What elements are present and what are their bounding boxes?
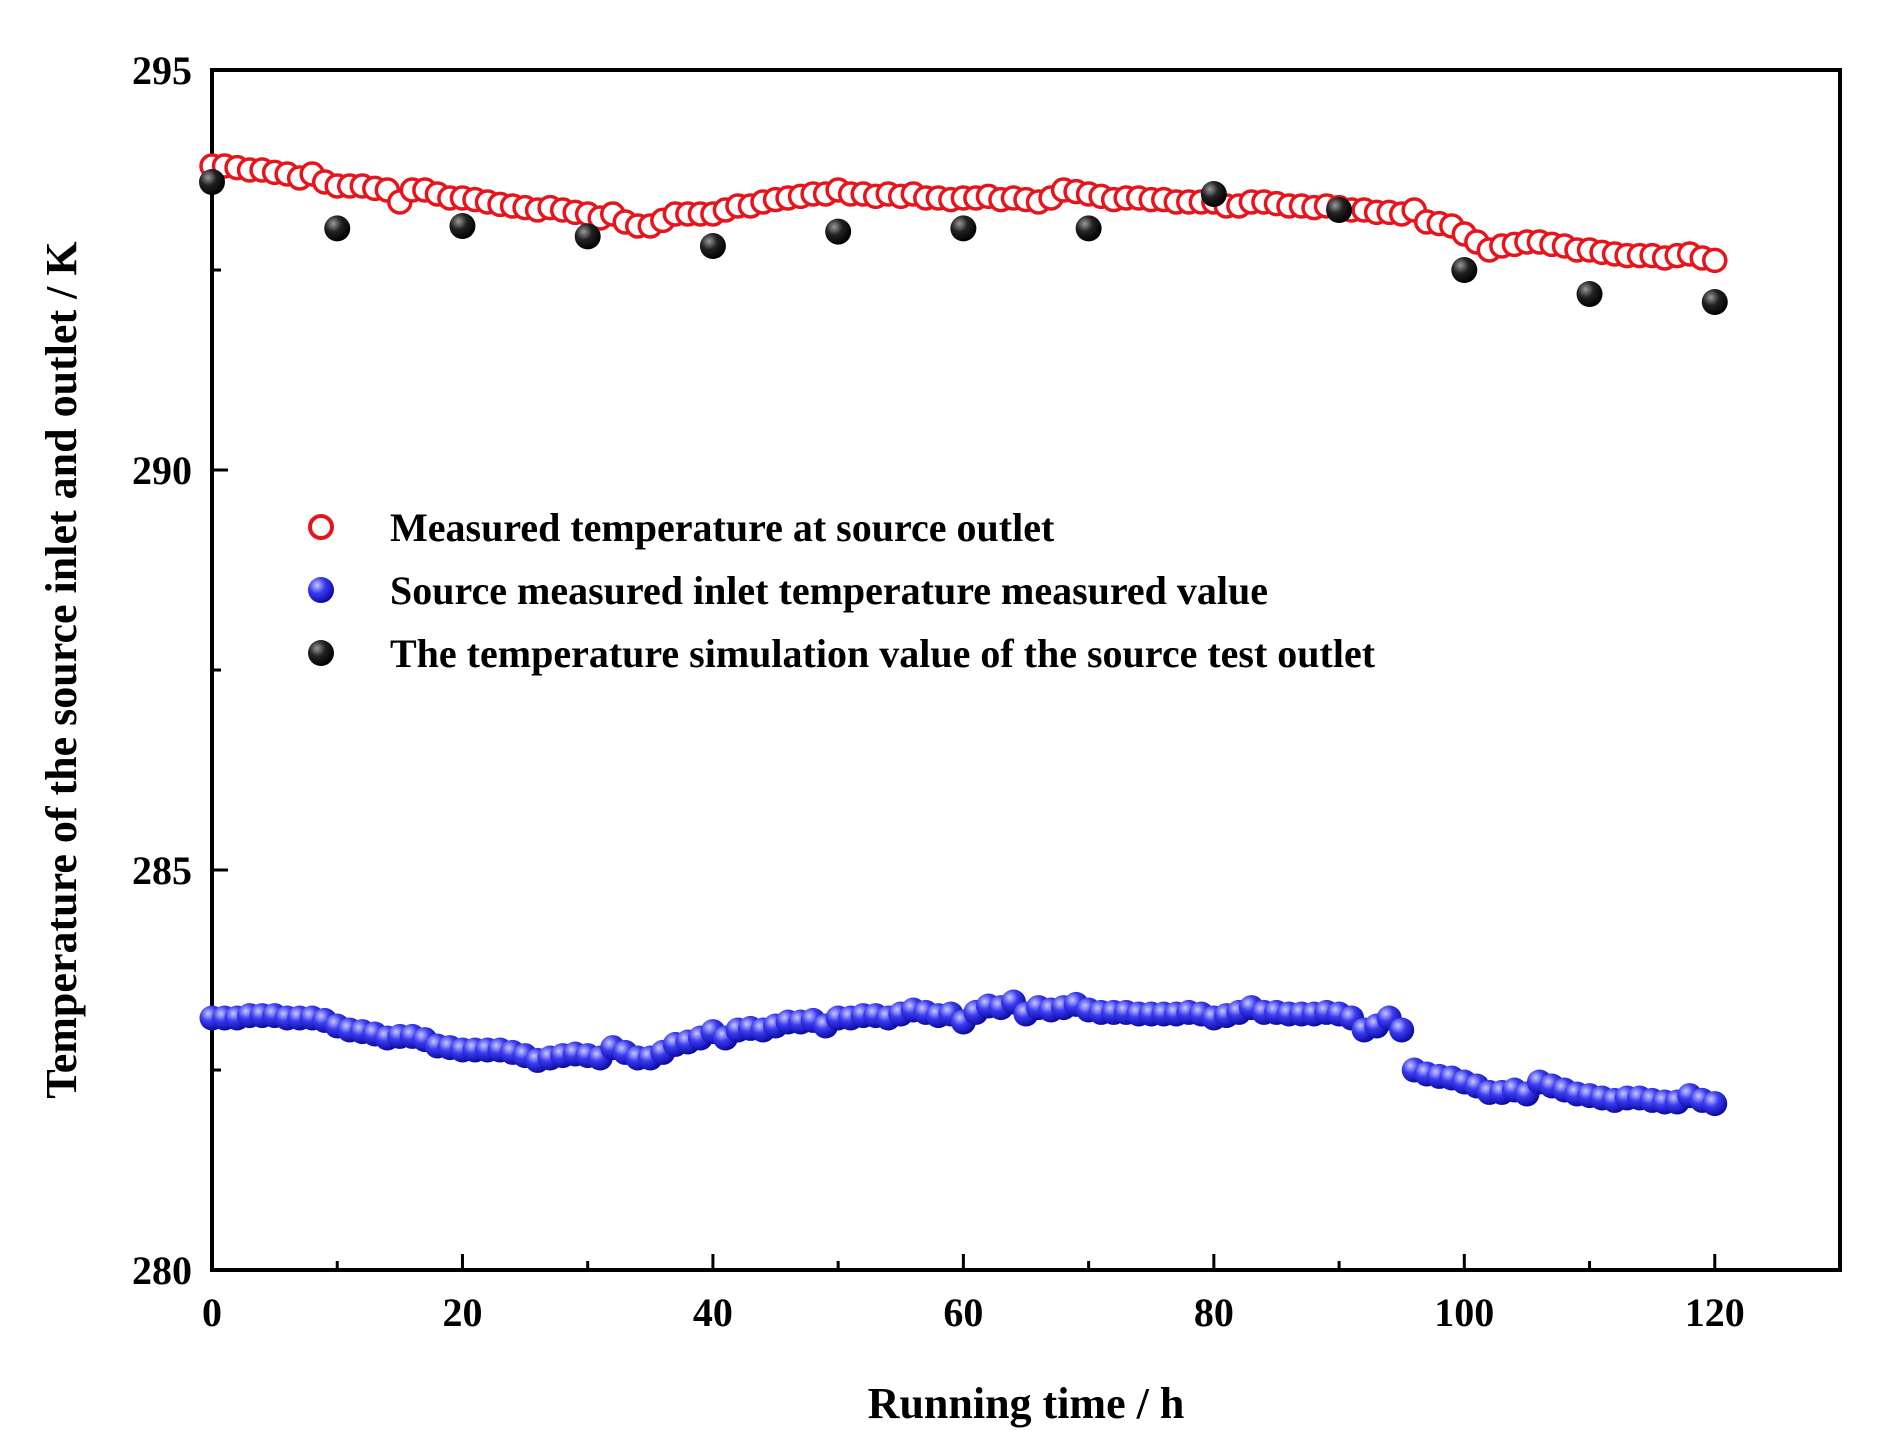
y-axis: 280 285 290 295 bbox=[132, 48, 228, 1293]
y-tick-label: 290 bbox=[132, 448, 192, 493]
x-tick-label: 60 bbox=[943, 1290, 983, 1335]
data-point-outlet-simulation bbox=[1326, 197, 1353, 223]
series-1 bbox=[199, 989, 1728, 1117]
x-tick-label: 20 bbox=[442, 1290, 482, 1335]
x-axis: 0 20 40 60 80 100 120 bbox=[202, 1254, 1745, 1335]
data-point-outlet-simulation bbox=[1701, 289, 1728, 315]
data-point-outlet-simulation bbox=[199, 169, 225, 195]
y-tick-label: 285 bbox=[132, 848, 192, 893]
legend-marker-outlet-measured bbox=[308, 514, 334, 540]
legend-label-outlet-measured: Measured temperature at source outlet bbox=[390, 505, 1055, 550]
data-point-outlet-simulation bbox=[699, 233, 726, 259]
data-point-outlet-measured bbox=[1702, 247, 1728, 274]
data-point-inlet-measured bbox=[1702, 1091, 1728, 1117]
x-tick-label: 120 bbox=[1685, 1290, 1745, 1335]
x-axis-label: Running time / h bbox=[868, 1379, 1185, 1428]
legend-marker-inlet-measured bbox=[308, 577, 334, 603]
data-point-outlet-simulation bbox=[1576, 281, 1603, 307]
legend: Measured temperature at source outlet So… bbox=[308, 505, 1376, 676]
legend-marker-outlet-simulation bbox=[308, 640, 334, 666]
y-tick-label: 295 bbox=[132, 48, 192, 93]
y-tick-label: 280 bbox=[132, 1248, 192, 1293]
series-2 bbox=[199, 169, 1728, 315]
x-tick-label: 100 bbox=[1434, 1290, 1494, 1335]
x-tick-label: 40 bbox=[693, 1290, 733, 1335]
x-tick-label: 0 bbox=[202, 1290, 222, 1335]
data-point-outlet-simulation bbox=[1451, 257, 1478, 283]
data-point-outlet-simulation bbox=[574, 223, 601, 250]
legend-label-inlet-measured: Source measured inlet temperature measur… bbox=[390, 568, 1268, 613]
x-tick-label: 80 bbox=[1194, 1290, 1234, 1335]
y-axis-label: Temperature of the source inlet and outl… bbox=[37, 241, 86, 1098]
data-point-outlet-simulation bbox=[950, 215, 977, 242]
data-point-outlet-simulation bbox=[825, 218, 852, 245]
data-point-outlet-simulation bbox=[324, 215, 351, 242]
series-0 bbox=[199, 153, 1728, 274]
series-layer bbox=[199, 153, 1728, 1117]
data-point-outlet-simulation bbox=[1075, 215, 1102, 242]
data-point-inlet-measured bbox=[1389, 1017, 1415, 1043]
legend-label-outlet-simulation: The temperature simulation value of the … bbox=[390, 631, 1376, 676]
data-point-outlet-simulation bbox=[1200, 181, 1227, 207]
data-point-outlet-simulation bbox=[449, 213, 476, 239]
